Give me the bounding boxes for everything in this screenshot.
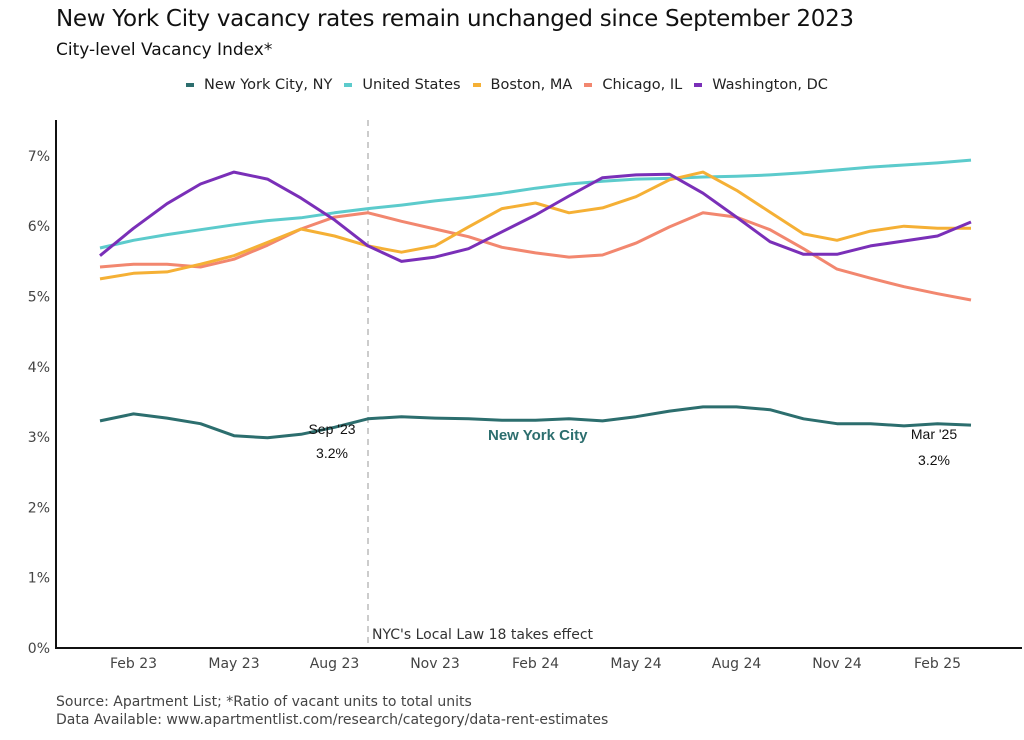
series-group bbox=[99, 158, 972, 440]
x-tick-labels: Feb 23 May 23 Aug 23 Nov 23 Feb 24 May 24 Aug … bbox=[110, 656, 961, 672]
x-tick-label: Aug 23 bbox=[310, 656, 360, 672]
y-tick-label: 7% bbox=[28, 149, 50, 165]
legend-label-boston: Boston, MA bbox=[490, 77, 573, 93]
series-line-nyc bbox=[99, 405, 972, 440]
chart-title: New York City vacancy rates remain uncha… bbox=[56, 6, 854, 32]
y-tick-label: 4% bbox=[28, 360, 50, 376]
legend-label-washington: Washington, DC bbox=[712, 77, 828, 93]
y-tick-label: 6% bbox=[28, 219, 50, 235]
legend-item-boston: Boston, MA bbox=[472, 77, 573, 93]
series-line-chicago bbox=[99, 211, 972, 302]
nyc-series-label: New York City bbox=[488, 427, 588, 444]
legend-label-nyc: New York City, NY bbox=[204, 77, 333, 93]
x-tick-label: May 23 bbox=[208, 656, 259, 672]
series-line-us bbox=[99, 158, 972, 250]
legend-label-chicago: Chicago, IL bbox=[602, 77, 683, 93]
legend-item-us: United States bbox=[344, 77, 461, 93]
annotation-sep23-value: 3.2% bbox=[316, 445, 348, 461]
annotation-mar25-value: 3.2% bbox=[918, 452, 950, 468]
chart-subtitle: City-level Vacancy Index* bbox=[56, 40, 273, 60]
legend-label-us: United States bbox=[362, 77, 461, 93]
series-line-boston bbox=[99, 170, 971, 281]
legend-swatch-chicago bbox=[584, 83, 593, 87]
series-line-washington bbox=[99, 170, 972, 263]
legend-swatch-us bbox=[344, 83, 353, 87]
legend-swatch-boston bbox=[472, 83, 481, 87]
x-tick-label: Aug 24 bbox=[712, 656, 762, 672]
y-tick-label: 0% bbox=[28, 641, 50, 657]
x-tick-label: Feb 24 bbox=[512, 656, 559, 672]
annotation-mar25-date: Mar '25 bbox=[911, 426, 957, 442]
y-tick-label: 2% bbox=[28, 500, 50, 516]
event-line-label: NYC's Local Law 18 takes effect bbox=[372, 627, 594, 643]
legend-item-washington: Washington, DC bbox=[694, 77, 828, 93]
x-tick-label: Feb 23 bbox=[110, 656, 157, 672]
event-line-group: NYC's Local Law 18 takes effect bbox=[367, 120, 594, 648]
y-tick-labels: 0% 1% 2% 3% 4% 5% 6% 7% bbox=[28, 149, 50, 657]
legend-item-chicago: Chicago, IL bbox=[584, 77, 682, 93]
annotation-sep23-date: Sep '23 bbox=[308, 421, 355, 437]
legend-swatch-washington bbox=[694, 83, 703, 87]
footer-source: Source: Apartment List; *Ratio of vacant… bbox=[56, 694, 472, 710]
legend-item-nyc: New York City, NY bbox=[186, 77, 332, 93]
legend: New York City, NY United States Boston, … bbox=[186, 77, 840, 93]
footer-data: Data Available: www.apartmentlist.com/re… bbox=[56, 712, 609, 728]
y-tick-label: 5% bbox=[28, 290, 50, 306]
y-tick-label: 1% bbox=[28, 571, 50, 587]
y-tick-label: 3% bbox=[28, 430, 50, 446]
legend-swatch-nyc bbox=[186, 83, 194, 87]
x-tick-label: Feb 25 bbox=[914, 656, 961, 672]
x-tick-label: May 24 bbox=[610, 656, 661, 672]
x-tick-label: Nov 24 bbox=[812, 656, 862, 672]
x-tick-label: Nov 23 bbox=[410, 656, 460, 672]
